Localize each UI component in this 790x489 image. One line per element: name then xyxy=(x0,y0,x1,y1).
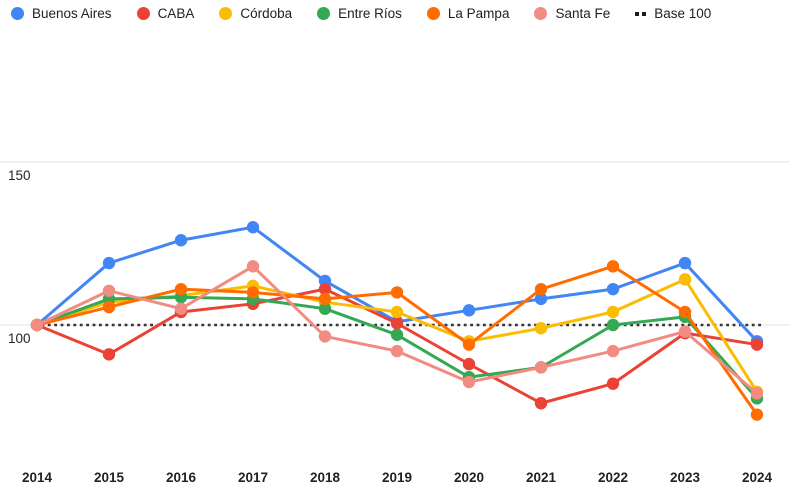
legend-item-buenos-aires: Buenos Aires xyxy=(11,6,112,21)
data-point[interactable] xyxy=(534,282,548,296)
legend-label: Santa Fe xyxy=(555,6,611,21)
legend-label: Base 100 xyxy=(654,6,712,21)
x-tick-label: 2017 xyxy=(238,470,268,485)
data-point[interactable] xyxy=(678,273,692,286)
data-point[interactable] xyxy=(390,305,404,319)
data-point[interactable] xyxy=(462,338,476,351)
data-point[interactable] xyxy=(174,302,188,315)
data-point[interactable] xyxy=(750,387,764,400)
legend-label: Córdoba xyxy=(240,6,293,21)
x-tick-label: 2016 xyxy=(166,470,197,485)
data-point[interactable] xyxy=(30,318,44,332)
data-point[interactable] xyxy=(318,302,332,315)
data-point[interactable] xyxy=(678,325,692,338)
x-tick-label: 2020 xyxy=(454,470,484,485)
data-point[interactable] xyxy=(390,328,404,341)
series-dot-icon xyxy=(11,7,24,20)
series-dot-icon xyxy=(317,7,331,20)
data-point[interactable] xyxy=(390,286,404,299)
data-point[interactable] xyxy=(318,282,332,296)
data-point[interactable] xyxy=(534,322,548,335)
data-point[interactable] xyxy=(534,361,548,374)
data-point[interactable] xyxy=(462,304,476,317)
data-point[interactable] xyxy=(174,282,188,296)
legend-label: Entre Ríos xyxy=(338,6,402,21)
data-point[interactable] xyxy=(102,300,116,314)
x-tick-label: 2018 xyxy=(310,470,341,485)
series-dot-icon xyxy=(219,7,233,20)
data-point[interactable] xyxy=(606,318,620,332)
data-point[interactable] xyxy=(246,260,260,273)
data-point[interactable] xyxy=(246,221,260,234)
data-point[interactable] xyxy=(606,282,620,296)
x-tick-label: 2015 xyxy=(94,470,125,485)
legend-label: La Pampa xyxy=(447,6,510,21)
legend-item-cordoba: Córdoba xyxy=(219,6,292,21)
data-point[interactable] xyxy=(102,284,116,297)
data-point[interactable] xyxy=(462,375,476,389)
y-tick-label: 150 xyxy=(8,168,31,183)
x-tick-label: 2022 xyxy=(598,470,628,485)
legend: Buenos Aires CABA Córdoba Entre Ríos La … xyxy=(11,6,711,21)
legend-label: CABA xyxy=(157,6,195,21)
x-tick-label: 2023 xyxy=(670,470,701,485)
data-point[interactable] xyxy=(678,305,692,319)
data-point[interactable] xyxy=(750,408,764,421)
data-point[interactable] xyxy=(678,256,692,270)
data-point[interactable] xyxy=(102,256,116,270)
data-point[interactable] xyxy=(606,305,620,319)
data-point[interactable] xyxy=(390,317,404,330)
legend-item-santa-fe: Santa Fe xyxy=(534,6,610,21)
series-dot-icon xyxy=(426,7,440,20)
data-point[interactable] xyxy=(606,260,620,273)
data-point[interactable] xyxy=(606,377,620,390)
dashed-line-icon xyxy=(635,11,647,16)
data-point[interactable] xyxy=(534,397,548,410)
data-point[interactable] xyxy=(174,234,188,247)
data-point[interactable] xyxy=(246,286,260,299)
data-point[interactable] xyxy=(318,292,332,306)
x-tick-label: 2014 xyxy=(22,470,53,485)
data-point[interactable] xyxy=(606,344,620,358)
data-point[interactable] xyxy=(750,338,764,351)
x-tick-label: 2021 xyxy=(526,470,557,485)
data-point[interactable] xyxy=(390,344,404,358)
series-dot-icon xyxy=(136,7,150,20)
data-point[interactable] xyxy=(534,292,548,306)
data-point[interactable] xyxy=(102,348,116,361)
legend-item-la-pampa: La Pampa xyxy=(426,6,510,21)
data-point[interactable] xyxy=(318,330,332,343)
x-tick-label: 2019 xyxy=(382,470,412,485)
legend-label: Buenos Aires xyxy=(32,6,112,21)
series-dot-icon xyxy=(534,7,548,20)
data-point[interactable] xyxy=(462,357,476,371)
legend-item-caba: CABA xyxy=(136,6,195,21)
legend-item-entre-rios: Entre Ríos xyxy=(317,6,402,21)
legend-item-base-100: Base 100 xyxy=(635,6,711,21)
x-tick-label: 2024 xyxy=(742,470,773,485)
y-tick-label: 100 xyxy=(8,331,31,346)
